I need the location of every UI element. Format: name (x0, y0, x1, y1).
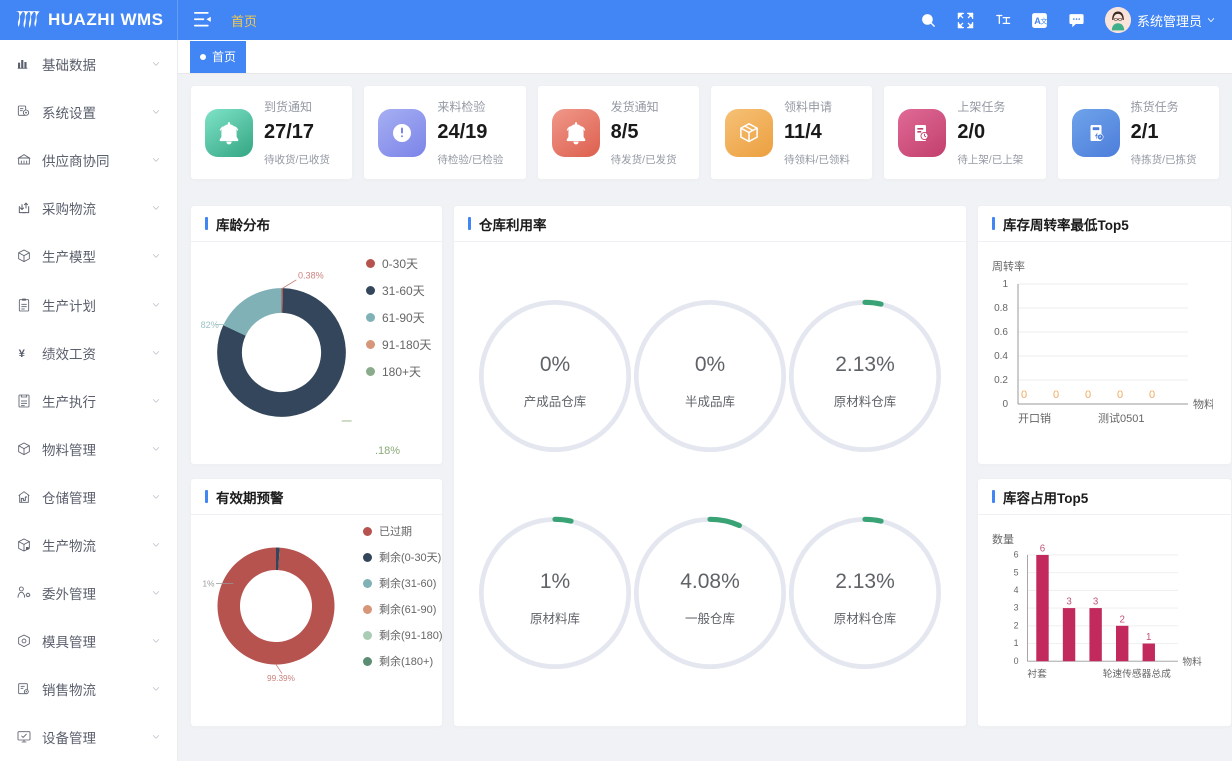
svg-text:物料: 物料 (1193, 397, 1213, 411)
svg-text:轮速传感器总成: 轮速传感器总成 (1103, 667, 1171, 680)
svg-text:0: 0 (1002, 399, 1008, 410)
svg-text:衬套: 衬套 (1027, 667, 1047, 680)
svg-text:0.4: 0.4 (994, 351, 1008, 362)
svg-text:2: 2 (1119, 614, 1124, 625)
svg-text:0.6: 0.6 (994, 327, 1008, 338)
svg-text:2: 2 (1014, 620, 1019, 630)
svg-text:3: 3 (1093, 597, 1098, 608)
svg-text:0: 0 (1117, 389, 1123, 401)
svg-text:4: 4 (1014, 585, 1019, 595)
svg-text:测试0501: 测试0501 (1098, 412, 1144, 425)
svg-text:文: 文 (1040, 16, 1047, 25)
svg-text:物料: 物料 (1182, 655, 1202, 668)
svg-text:99.39%: 99.39% (267, 674, 296, 681)
svg-text:6: 6 (1040, 543, 1045, 554)
svg-text:1: 1 (1014, 638, 1019, 648)
svg-text:0: 0 (1085, 389, 1091, 401)
svg-text:1: 1 (1002, 279, 1008, 290)
svg-text:0: 0 (1014, 656, 1019, 666)
svg-text:0: 0 (1053, 389, 1059, 401)
svg-text:0: 0 (1021, 389, 1027, 401)
svg-text:6: 6 (1014, 550, 1019, 560)
svg-text:1%: 1% (203, 580, 216, 589)
svg-text:0.2: 0.2 (994, 375, 1008, 386)
svg-text:5: 5 (1014, 567, 1019, 577)
svg-text:0: 0 (1149, 389, 1155, 401)
svg-text:82%: 82% (201, 320, 219, 330)
svg-text:3: 3 (1014, 603, 1019, 613)
svg-text:开口销: 开口销 (1018, 411, 1051, 425)
svg-text:3: 3 (1066, 597, 1071, 608)
svg-text:0.8: 0.8 (994, 303, 1008, 314)
svg-text:¥: ¥ (19, 348, 26, 360)
svg-text:1: 1 (1146, 632, 1151, 643)
svg-text:0.38%: 0.38% (298, 270, 324, 280)
